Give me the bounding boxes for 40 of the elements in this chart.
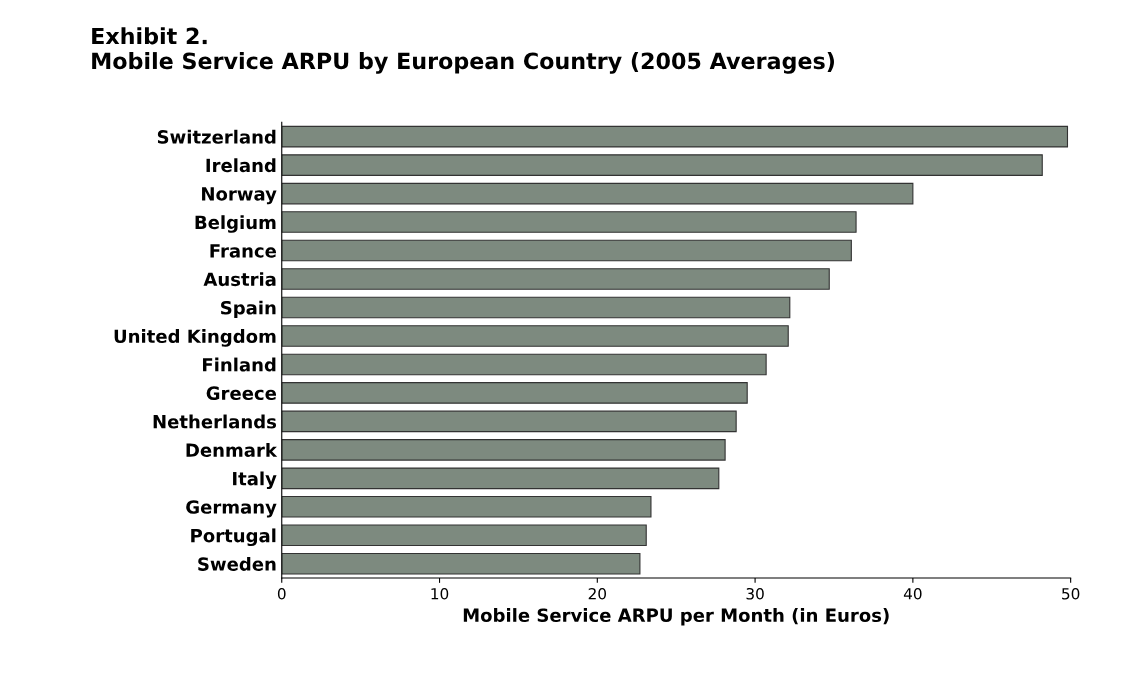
- y-tick-label: Ireland: [206, 158, 276, 173]
- x-tick-label: 50: [1062, 587, 1080, 600]
- bar: [281, 239, 852, 262]
- y-tick-label: Italy: [233, 471, 277, 490]
- bar: [281, 552, 641, 575]
- x-tick-label: 20: [588, 587, 607, 600]
- chart-title: Exhibit 2. Mobile Service ARPU by European Country (2005 Averages): [92, 27, 834, 74]
- bar: [281, 325, 789, 347]
- bar: [281, 439, 726, 461]
- bar: [281, 125, 1069, 148]
- y-tick-label: Austria: [203, 272, 276, 287]
- y-tick-label: Sweden: [198, 556, 276, 571]
- y-tick-label: Portugal: [191, 528, 276, 547]
- bar: [281, 296, 791, 319]
- y-tick-label: Denmark: [186, 443, 278, 457]
- bar: [281, 524, 647, 547]
- bar: [281, 268, 830, 290]
- y-tick-label: Netherlands: [153, 414, 277, 429]
- bar: [281, 467, 720, 490]
- x-tick-label: 0: [277, 587, 286, 600]
- y-tick-label: Greece: [206, 386, 277, 401]
- bar: [281, 182, 914, 205]
- x-tick-label: 30: [746, 587, 764, 600]
- y-tick-label: France: [210, 244, 277, 258]
- bar: [281, 154, 1043, 176]
- y-tick-label: Switzerland: [157, 129, 276, 144]
- y-tick-label: Spain: [221, 300, 276, 319]
- y-tick-label: Finland: [203, 357, 276, 372]
- y-tick-label: Belgium: [195, 215, 276, 233]
- x-axis-title: Mobile Service ARPU per Month (in Euros): [463, 608, 889, 626]
- bar: [281, 496, 652, 518]
- y-tick-label: Germany: [186, 500, 277, 518]
- bar: [281, 382, 748, 404]
- bar: [281, 211, 857, 233]
- bar: [281, 353, 767, 376]
- y-tick-label: United Kingdom: [114, 329, 276, 347]
- x-tick-label: 40: [903, 587, 922, 600]
- bar: [281, 410, 737, 433]
- y-tick-label: Norway: [202, 187, 277, 205]
- x-tick-label: 10: [431, 587, 449, 600]
